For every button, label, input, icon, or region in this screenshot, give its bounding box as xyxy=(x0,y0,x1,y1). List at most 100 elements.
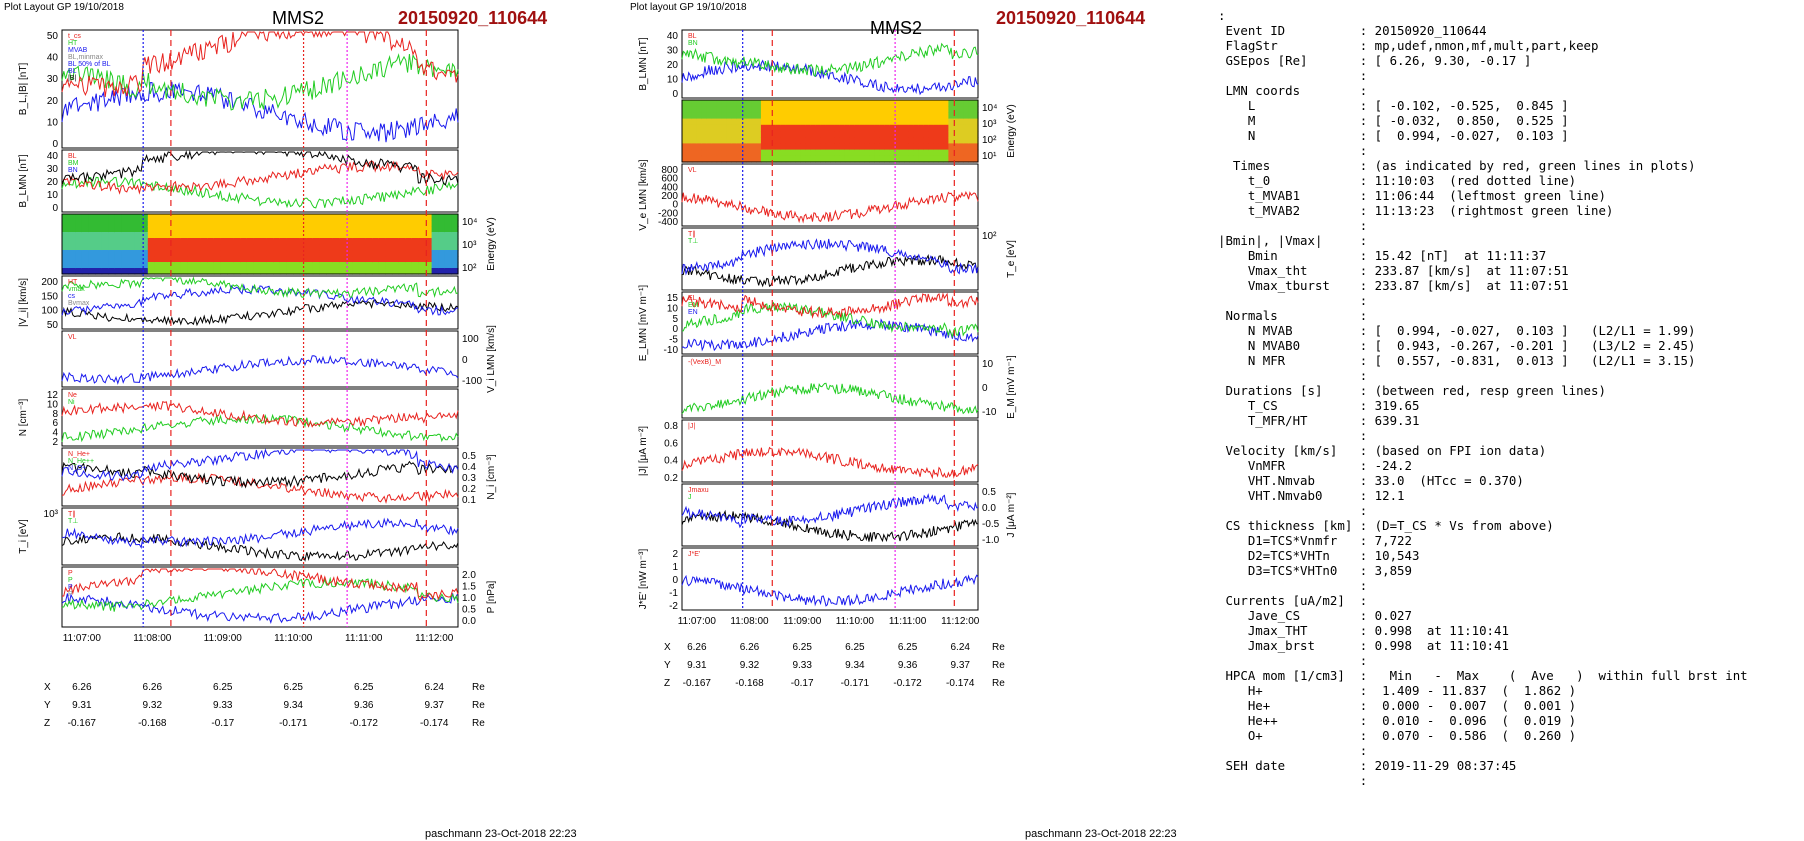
info-line: : xyxy=(1218,428,1368,443)
legend-entry: cs xyxy=(68,293,76,300)
pos-unit: Re xyxy=(992,642,1005,653)
tick-label: 0.1 xyxy=(462,495,476,506)
pos-value: 6.25 xyxy=(284,682,304,693)
tick-label: -0.5 xyxy=(982,519,1000,530)
pos-row-label: X xyxy=(664,642,671,653)
tick-label: 0 xyxy=(462,355,468,366)
info-line: VHT.Nmvab : 33.0 (HTcc = 0.370) xyxy=(1218,473,1524,488)
info-line: N MFR : [ 0.557, -0.831, 0.013 ] (L2/L1 … xyxy=(1218,353,1696,368)
tick-label: 20 xyxy=(667,60,679,71)
info-line: Bmin : 15.42 [nT] at 11:11:37 xyxy=(1218,248,1547,263)
info-line: t_0 : 11:10:03 (red dotted line) xyxy=(1218,173,1577,188)
pos-value: 6.25 xyxy=(213,682,233,693)
tick-label: 50 xyxy=(47,31,59,42)
pos-value: 9.33 xyxy=(213,700,233,711)
tick-label: 10 xyxy=(47,399,59,410)
pos-value: -0.167 xyxy=(68,718,97,729)
time-tick-label: 11:12:00 xyxy=(415,633,454,644)
left-footer: paschmann 23-Oct-2018 22:23 xyxy=(425,828,577,840)
trace-electron-temp-0 xyxy=(681,254,979,288)
legend-entry: N_O+ xyxy=(68,465,86,472)
legend-entry: P xyxy=(68,591,73,598)
panel-frame-pressure xyxy=(61,566,459,628)
tick-label: 0 xyxy=(52,139,58,150)
info-line: SEH date : 2019-11-29 08:37:45 xyxy=(1218,758,1517,773)
legend-entry: BN xyxy=(68,167,78,174)
trace-vi-mag-2 xyxy=(61,276,459,299)
axis-label: |V_i| [km/s] xyxy=(18,278,29,327)
panel-frame-jdote xyxy=(681,547,979,611)
trace-vi-lmn-0 xyxy=(61,354,459,385)
info-line: D2=TCS*VHTn : 10,543 xyxy=(1218,548,1420,563)
left-layout-label: Plot Layout GP 19/10/2018 xyxy=(4,2,124,13)
tick-label: -1.0 xyxy=(982,535,1000,546)
tick-label: 10² xyxy=(982,231,997,242)
pos-value: -0.167 xyxy=(683,678,712,689)
pos-row-label: Z xyxy=(44,718,50,729)
legend-entry: -(VexB)_M xyxy=(688,359,721,366)
legend-entry: Ni xyxy=(68,399,75,406)
info-line: Event ID : 20150920_110644 xyxy=(1218,23,1487,38)
time-tick-label: 11:10:00 xyxy=(836,616,875,627)
tick-label: -5 xyxy=(669,335,678,346)
right-footer: paschmann 23-Oct-2018 22:23 xyxy=(1025,828,1177,840)
left-event-title: 20150920_110644 xyxy=(398,8,548,28)
pos-value: -0.172 xyxy=(893,678,922,689)
pos-value: 9.37 xyxy=(951,660,971,671)
tick-label: 2 xyxy=(672,549,678,560)
tick-label: 10¹ xyxy=(982,151,997,162)
pos-value: -0.172 xyxy=(350,718,379,729)
trace-b-mag-2 xyxy=(61,30,459,97)
tick-label: 1.0 xyxy=(462,593,476,604)
tick-label: 30 xyxy=(667,46,679,57)
trace-b-lmn-0 xyxy=(681,59,979,96)
trace-hpca-density-0 xyxy=(61,472,459,504)
tick-label: 0.6 xyxy=(664,438,678,449)
info-line: GSEpos [Re] : [ 6.26, 9.30, -0.17 ] xyxy=(1218,53,1532,68)
pos-value: -0.171 xyxy=(841,678,870,689)
trace-b-mag-1 xyxy=(61,53,459,111)
panel-frame-vexb xyxy=(681,355,979,419)
legend-entry: BL xyxy=(68,68,77,75)
tick-label: 40 xyxy=(667,31,679,42)
info-line: N MVAB : [ 0.994, -0.027, 0.103 ] (L2/L1… xyxy=(1218,323,1696,338)
tick-label: 8 xyxy=(52,409,58,420)
right-event-title: 20150920_110644 xyxy=(996,8,1146,28)
tick-label: 30 xyxy=(47,164,59,175)
pos-value: 9.31 xyxy=(72,700,92,711)
pos-value: 9.32 xyxy=(740,660,760,671)
axis-label: J [μA m⁻²] xyxy=(1006,492,1017,537)
tick-label: 0.4 xyxy=(664,456,678,467)
trace-density-0 xyxy=(61,413,459,443)
axis-label: T_e [eV] xyxy=(1006,240,1017,278)
tick-label: 2.0 xyxy=(462,570,476,581)
legend-entry: T∥ xyxy=(68,510,76,518)
trace-current-lmn-1 xyxy=(681,493,979,529)
tick-label: 10⁴ xyxy=(462,217,477,228)
legend-entry: BL xyxy=(688,33,697,40)
tick-label: 12 xyxy=(47,390,59,401)
time-tick-label: 11:07:00 xyxy=(63,633,102,644)
info-line: : xyxy=(1218,68,1368,83)
trace-electron-temp-1 xyxy=(681,238,979,276)
pos-value: 6.26 xyxy=(143,682,163,693)
trace-ve-lmn-0 xyxy=(681,190,979,224)
pos-unit: Re xyxy=(472,700,485,711)
panel-frame-b-lmn xyxy=(681,29,979,99)
time-tick-label: 11:11:00 xyxy=(345,633,383,644)
pos-value: -0.174 xyxy=(946,678,975,689)
legend-entry: P xyxy=(68,570,73,577)
panel-frame-b-mag xyxy=(61,29,459,149)
trace-vexb-0 xyxy=(681,382,979,415)
info-line: T_MFR/HT : 639.31 xyxy=(1218,413,1420,428)
tick-label: 10³ xyxy=(462,240,477,251)
pos-unit: Re xyxy=(472,682,485,693)
info-line: D3=TCS*VHTn0 : 3,859 xyxy=(1218,563,1412,578)
tick-label: 0.5 xyxy=(462,605,476,616)
tick-label: 0 xyxy=(672,89,678,100)
tick-label: 20 xyxy=(47,177,59,188)
info-line: Durations [s] : (between red, resp green… xyxy=(1218,383,1606,398)
time-tick-label: 11:09:00 xyxy=(783,616,822,627)
axis-label: N [cm⁻³] xyxy=(18,399,29,437)
